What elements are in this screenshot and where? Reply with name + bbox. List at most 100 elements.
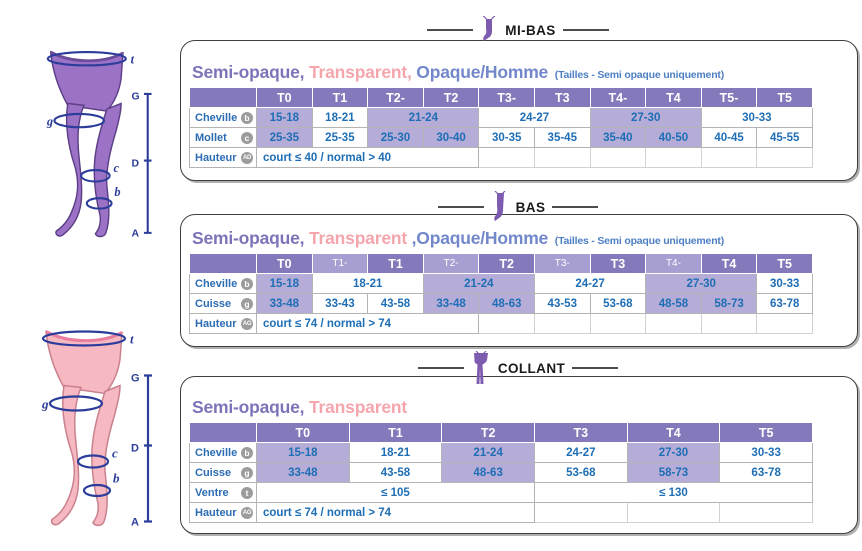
bas-panel: Semi-opaque, Transparent ,Opaque/Homme (… — [180, 214, 858, 347]
scale-label-A: A — [132, 229, 140, 240]
empty-cell — [478, 147, 535, 168]
thigh-high-stocking-icon — [491, 191, 509, 223]
mark-label-ankle: b — [113, 471, 120, 486]
table-row: Cheville b 15-18 18-21 21-24 24-27 27-30 30-33 — [189, 107, 814, 128]
fabric-type: Transparent — [304, 228, 412, 248]
size-value-cell: 48-63 — [441, 462, 535, 483]
sizes-note: (Tailles - Semi opaque uniquement) — [552, 69, 725, 81]
row-label-cuisse: Cuisse g — [189, 293, 257, 314]
size-value-cell: 58-73 — [626, 462, 721, 483]
size-header-t3: T3 — [533, 422, 628, 443]
size-value-cell: 53-68 — [589, 293, 647, 314]
measurement-code-badge: b — [241, 277, 253, 290]
fabric-types: Semi-opaque, Transparent — [192, 397, 857, 418]
mark-label-thigh: g — [46, 114, 53, 128]
table-corner — [189, 253, 257, 274]
scale-label-G: G — [132, 92, 140, 103]
fabric-type: Opaque/Homme — [411, 62, 549, 82]
mark-label-waist: t — [131, 52, 135, 66]
size-value-cell: 27-30 — [626, 442, 721, 463]
size-value-cell: 30-33 — [700, 107, 814, 128]
row-label-cheville: Cheville b — [189, 107, 257, 128]
size-value-cell: 53-68 — [533, 462, 628, 483]
size-value-cell: 24-27 — [533, 442, 628, 463]
size-value-cell: 15-18 — [256, 107, 313, 128]
size-header-t2: T2 — [422, 87, 480, 108]
size-header-t4-: T4- — [589, 87, 647, 108]
size-header-t3-: T3- — [533, 253, 591, 274]
height-rule-cell: court ≤ 40 / normal > 40 — [255, 147, 480, 168]
size-header-t4: T4 — [700, 253, 758, 274]
size-table: T0 T1- T1 T2- T2 T3- T3 T4- T4 T5 Cheville b 15-18 18… — [189, 253, 813, 334]
section-title-label: COLLANT — [497, 360, 566, 376]
empty-cell — [626, 502, 721, 523]
size-value-cell: 48-63 — [478, 293, 535, 314]
title-divider — [417, 367, 464, 369]
section-title-label: MI-BAS — [505, 22, 556, 38]
measurement-name: Hauteur — [195, 151, 237, 164]
size-header-t5: T5 — [756, 253, 813, 274]
size-value-cell: 21-24 — [441, 442, 535, 463]
size-header-t5: T5 — [756, 87, 813, 108]
fabric-type: Transparent — [304, 397, 407, 417]
row-label-cuisse: Cuisse g — [189, 462, 257, 483]
size-value-cell: ≤ 130 — [533, 482, 814, 503]
measurement-code-badge: b — [241, 111, 253, 124]
table-row: Hauteur AD court ≤ 40 / normal > 40 — [189, 147, 813, 168]
size-header-t5: T5 — [719, 422, 813, 443]
measurement-name: Hauteur — [195, 317, 237, 330]
size-table: T0 T1 T2 T3 T4 T5 Cheville b 15-18 18-21 21-24 24-2… — [189, 422, 814, 523]
measurement-name: Cuisse — [195, 466, 232, 479]
measurement-name: Cheville — [195, 111, 238, 124]
empty-cell — [700, 147, 758, 168]
title-divider — [552, 206, 599, 208]
empty-cell — [719, 502, 813, 523]
size-header-t2: T2 — [478, 253, 535, 274]
size-header-t1: T1 — [348, 422, 443, 443]
size-value-cell: 24-27 — [478, 107, 591, 128]
size-value-cell: 35-45 — [533, 127, 591, 148]
size-value-cell: 30-33 — [756, 273, 813, 294]
sizes-note: (Tailles - Semi opaque uniquement) — [552, 235, 725, 247]
row-label-hauteur: Hauteur AD — [189, 147, 257, 168]
size-header-t4-: T4- — [645, 253, 702, 274]
size-header-t3: T3 — [533, 87, 591, 108]
size-value-cell: 25-30 — [367, 127, 424, 148]
size-value-cell: 30-40 — [422, 127, 480, 148]
measurement-name: Cuisse — [195, 297, 232, 310]
fabric-type: Semi-opaque, — [192, 62, 305, 82]
size-header-t1-: T1- — [311, 253, 369, 274]
collant-size-table-host: T0 T1 T2 T3 T4 T5 Cheville b 15-18 18-21 21-24 24-2… — [189, 422, 857, 523]
size-value-cell: 15-18 — [256, 273, 313, 294]
size-value-cell: 58-73 — [700, 293, 758, 314]
mark-label-waist: t — [130, 332, 134, 347]
size-value-cell: 30-35 — [478, 127, 535, 148]
section-title-bas: BAS — [180, 191, 856, 223]
size-header-t2: T2 — [441, 422, 535, 443]
empty-cell — [645, 147, 702, 168]
table-row: Cheville b 15-18 18-21 21-24 24-27 27-30 30-33 — [189, 273, 813, 294]
measurement-code-badge: g — [241, 466, 253, 479]
size-value-cell: 43-53 — [533, 293, 591, 314]
mark-label-thigh: g — [41, 397, 49, 412]
scale-label-G: G — [131, 373, 140, 385]
fabric-types: Semi-opaque, Transparent, Opaque/Homme (… — [192, 62, 857, 83]
measure-marks: t g c b G D A — [41, 330, 152, 529]
table-row: Cheville b 15-18 18-21 21-24 24-27 27-30 30-33 — [189, 442, 813, 463]
size-value-cell: 63-78 — [756, 293, 813, 314]
scale-label-D: D — [132, 158, 140, 169]
size-value-cell: 27-30 — [589, 107, 702, 128]
mibas-size-table-host: T0 T1 T2- T2 T3- T3 T4- T4 T5- T5 Cheville b 15-18 18… — [189, 87, 857, 168]
size-value-cell: 30-33 — [719, 442, 813, 463]
size-value-cell: 25-35 — [256, 127, 313, 148]
size-value-cell: 45-55 — [756, 127, 813, 148]
empty-cell — [589, 147, 647, 168]
section-title-label: BAS — [515, 199, 546, 215]
size-value-cell: 43-58 — [367, 293, 424, 314]
size-value-cell: 33-43 — [311, 293, 369, 314]
size-header-t3: T3 — [589, 253, 647, 274]
size-value-cell: 24-27 — [533, 273, 647, 294]
measurement-code-badge: AG — [241, 506, 253, 519]
measurement-name: Mollet — [195, 131, 227, 144]
